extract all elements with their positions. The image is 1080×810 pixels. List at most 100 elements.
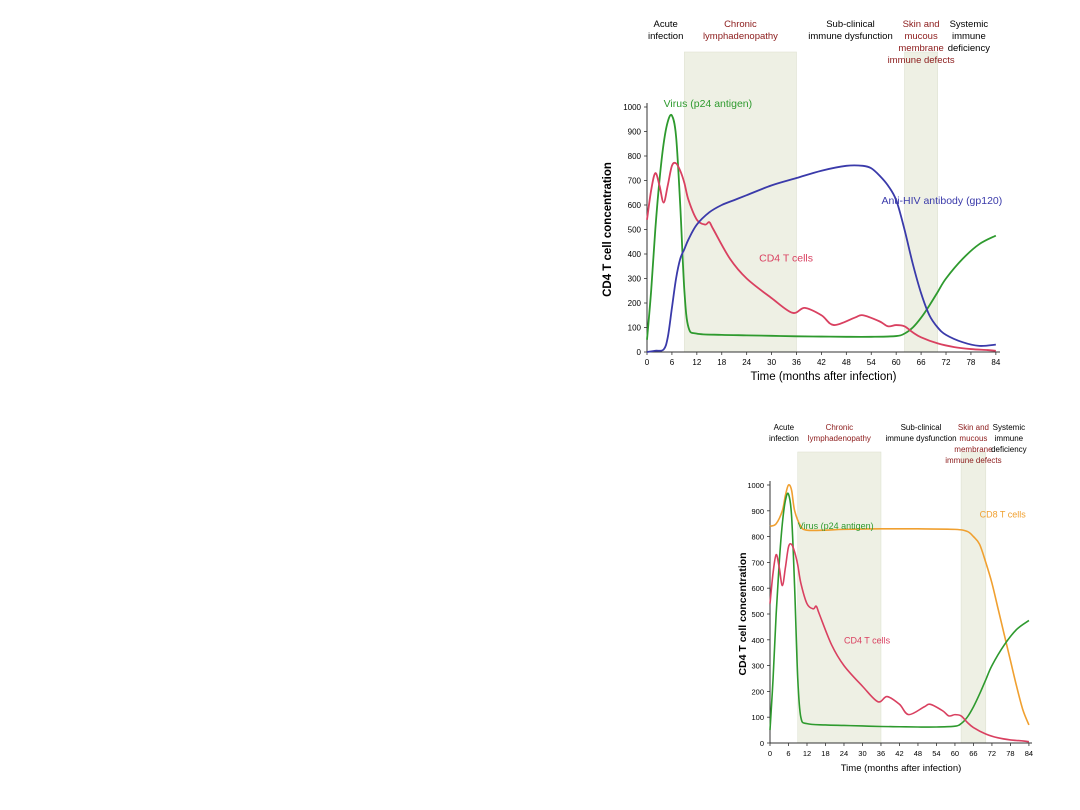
x-tick-label: 36: [877, 749, 885, 758]
series-label: CD4 T cells: [759, 252, 813, 264]
phase-label-line: Sub-clinical: [826, 19, 875, 30]
phase-label-line: Acute: [774, 423, 795, 432]
x-tick-label: 84: [991, 358, 1000, 367]
phase-label-line: Chronic: [724, 19, 757, 30]
phase-label-line: membrane: [898, 43, 943, 54]
phase-label-line: Systemic: [950, 19, 989, 30]
series-line-cd4-t-cells: [769, 542, 1030, 743]
y-tick-label: 900: [628, 128, 642, 137]
y-tick-label: 600: [751, 584, 764, 593]
y-tick-label: 0: [637, 348, 642, 357]
series-label: Virus (p24 antigen): [798, 521, 874, 531]
hiv-course-chart-top: Acute infection Chronic lymphadenopathy Sub-…: [585, 10, 1055, 395]
y-tick-label: 200: [628, 299, 642, 308]
y-tick-label: 300: [628, 275, 642, 284]
phase-label-line: mucous: [904, 31, 938, 42]
y-tick-label: 600: [628, 201, 642, 210]
phase-label-line: immune dysfunction: [885, 434, 956, 443]
x-tick-label: 54: [932, 749, 940, 758]
x-tick-label: 12: [692, 358, 701, 367]
series-line-anti-hiv-antibody-gp120: [646, 164, 996, 353]
phase-label-line: deficiency: [948, 43, 990, 54]
x-tick-label: 30: [767, 358, 776, 367]
x-tick-label: 0: [768, 749, 772, 758]
series-line-virus-p24-antigen: [769, 492, 1030, 731]
x-tick-label: 18: [821, 749, 829, 758]
x-tick-label: 60: [951, 749, 959, 758]
x-tick-label: 6: [670, 358, 675, 367]
x-tick-label: 18: [717, 358, 726, 367]
phase-band-3: [960, 451, 987, 744]
series-line-cd4-t-cells: [646, 161, 996, 352]
series-line-cd8-t-cells: [769, 484, 1030, 726]
series-label: Virus (p24 antigen): [664, 98, 753, 110]
x-tick-label: 30: [858, 749, 866, 758]
phase-band-1: [797, 451, 882, 744]
phase-label-line: membrane: [954, 445, 993, 454]
phase-label-line: immune: [995, 434, 1024, 443]
phase-label-line: immune: [952, 31, 986, 42]
x-tick-label: 24: [840, 749, 848, 758]
x-tick-label: 72: [988, 749, 996, 758]
x-tick-label: 72: [942, 358, 951, 367]
y-axis-label: CD4 T cell concentration: [737, 552, 749, 675]
x-tick-label: 42: [817, 358, 826, 367]
phase-label-line: immune dysfunction: [808, 31, 892, 42]
y-tick-label: 300: [751, 662, 764, 671]
y-tick-label: 500: [751, 610, 764, 619]
x-tick-label: 12: [803, 749, 811, 758]
x-tick-label: 84: [1025, 749, 1033, 758]
x-tick-label: 24: [742, 358, 751, 367]
phase-label-line: Acute: [654, 19, 678, 30]
y-tick-label: 500: [628, 226, 642, 235]
phase-label-line: Sub-clinical: [901, 423, 942, 432]
phase-label-line: immune defects: [945, 456, 1001, 465]
y-tick-label: 0: [760, 739, 764, 748]
x-axis-label: Time (months after infection): [841, 763, 962, 774]
phase-label-line: lymphadenopathy: [808, 434, 871, 443]
y-tick-label: 400: [628, 250, 642, 259]
chart-svg: Acute infection Chronic lymphadenopathy Sub-…: [737, 423, 1033, 774]
phase-label-line: deficiency: [991, 445, 1027, 454]
x-tick-label: 0: [645, 358, 650, 367]
phase-label-line: infection: [648, 31, 683, 42]
y-tick-label: 1000: [623, 103, 641, 112]
x-tick-label: 78: [1006, 749, 1014, 758]
x-tick-label: 66: [969, 749, 977, 758]
y-tick-label: 700: [751, 558, 764, 567]
x-tick-label: 60: [892, 358, 901, 367]
x-tick-label: 78: [966, 358, 975, 367]
x-tick-label: 42: [895, 749, 903, 758]
y-tick-label: 800: [628, 152, 642, 161]
y-tick-label: 700: [628, 177, 642, 186]
series-label: CD4 T cells: [844, 636, 891, 646]
series-line-virus-p24-antigen: [646, 113, 997, 340]
phase-label-line: Chronic: [826, 423, 854, 432]
y-axis-label: CD4 T cell concentration: [602, 162, 614, 297]
series-label: CD8 T cells: [980, 509, 1027, 519]
phase-label-line: Skin and: [958, 423, 989, 432]
hiv-course-chart-bottom: Acute infection Chronic lymphadenopathy Sub-…: [730, 418, 1050, 790]
phase-label-line: lymphadenopathy: [703, 31, 778, 42]
y-tick-label: 100: [751, 713, 764, 722]
y-tick-label: 200: [751, 687, 764, 696]
x-tick-label: 48: [842, 358, 851, 367]
x-axis-label: Time (months after infection): [751, 371, 897, 383]
phase-label-line: immune defects: [888, 55, 955, 66]
phase-band-1: [684, 51, 797, 353]
x-tick-label: 54: [867, 358, 876, 367]
y-tick-label: 900: [751, 507, 764, 516]
phase-label-line: infection: [769, 434, 799, 443]
y-tick-label: 400: [751, 636, 764, 645]
y-tick-label: 1000: [747, 481, 764, 490]
y-tick-label: 100: [628, 324, 642, 333]
x-tick-label: 66: [917, 358, 926, 367]
phase-label-line: mucous: [959, 434, 987, 443]
y-tick-label: 800: [751, 533, 764, 542]
x-tick-label: 48: [914, 749, 922, 758]
series-label: Anti-HIV antibody (gp120): [881, 195, 1002, 207]
x-tick-label: 6: [786, 749, 790, 758]
phase-label-line: Skin and: [903, 19, 940, 30]
x-tick-label: 36: [792, 358, 801, 367]
